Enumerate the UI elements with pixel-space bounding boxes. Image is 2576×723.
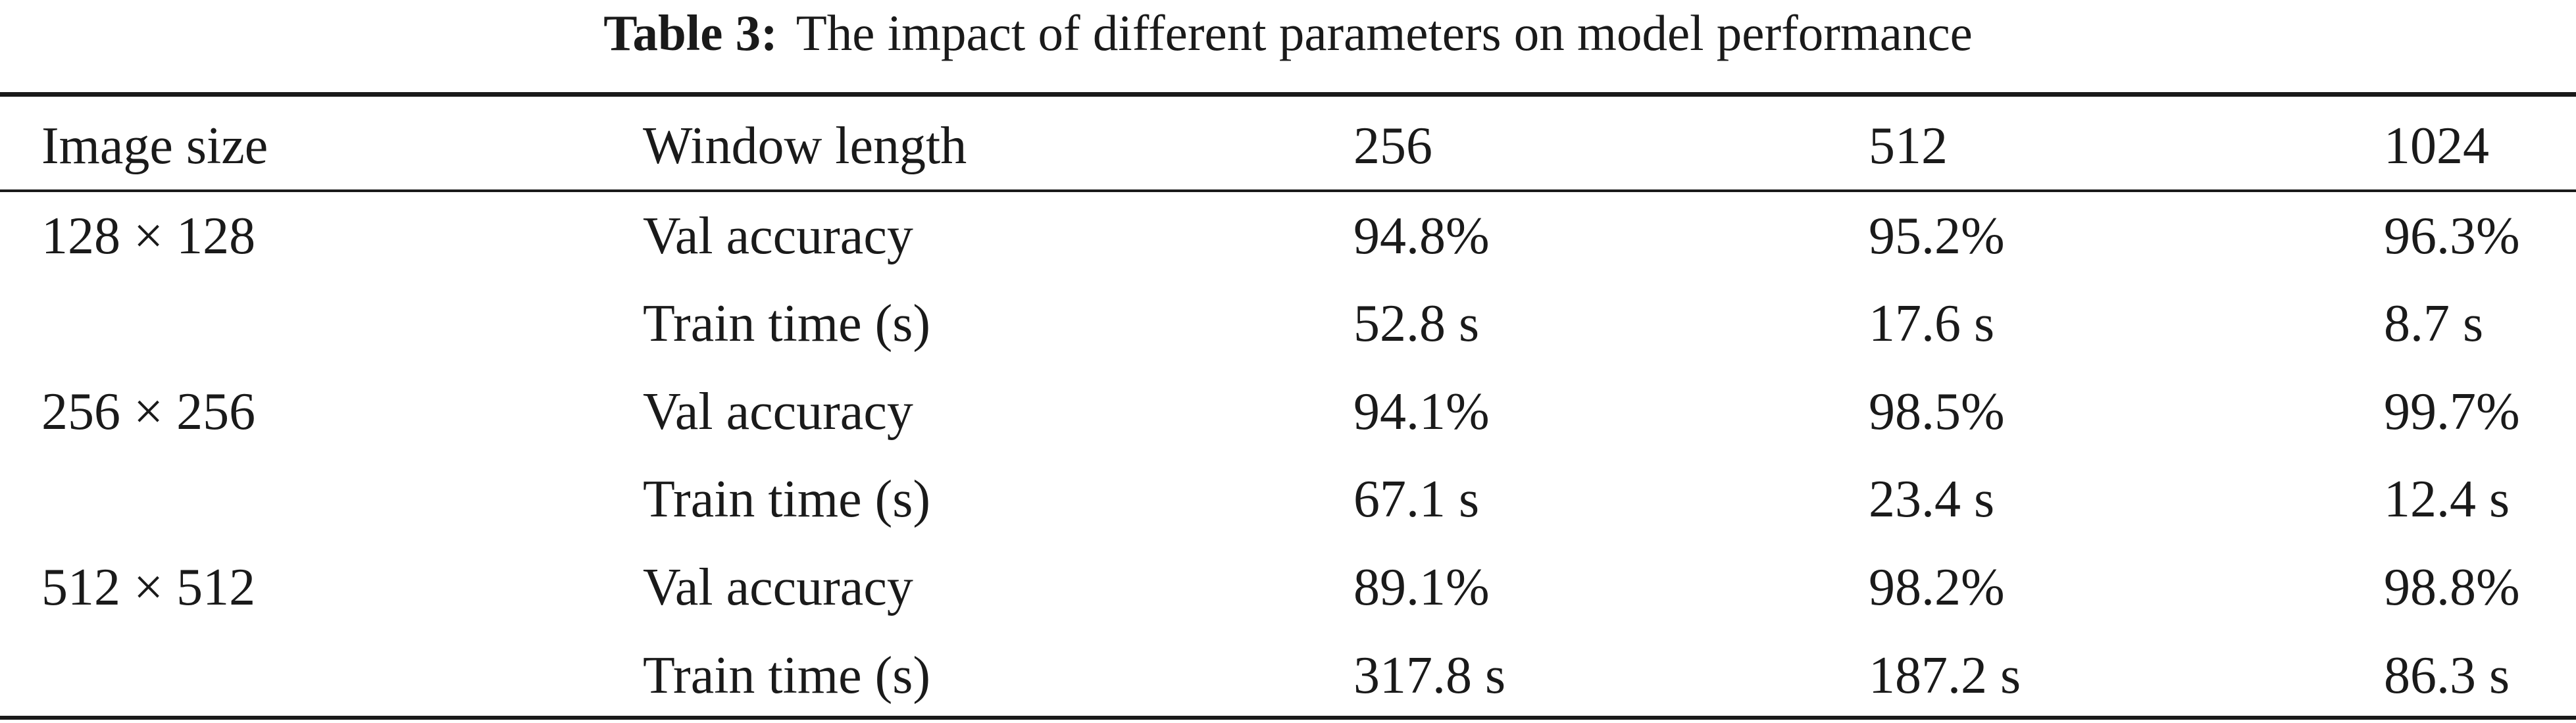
cell-512: 98.5% — [1869, 383, 2005, 441]
header-1024: 1024 — [2384, 117, 2489, 175]
table-bottom-rule — [0, 716, 2576, 720]
cell-256: 317.8 s — [1353, 647, 1506, 705]
header-512: 512 — [1869, 117, 1948, 175]
cell-512: 98.2% — [1869, 559, 2005, 616]
cell-1024: 8.7 s — [2384, 295, 2484, 353]
cell-image-size: 128 × 128 — [41, 207, 256, 265]
cell-512: 187.2 s — [1869, 647, 2021, 705]
cell-256: 94.1% — [1353, 383, 1490, 441]
cell-1024: 98.8% — [2384, 559, 2520, 616]
cell-256: 67.1 s — [1353, 470, 1480, 528]
table-header-rule — [0, 189, 2576, 192]
cell-512: 23.4 s — [1869, 470, 1995, 528]
cell-256: 89.1% — [1353, 559, 1490, 616]
cell-metric: Train time (s) — [643, 295, 931, 353]
cell-metric: Train time (s) — [643, 470, 931, 528]
cell-256: 52.8 s — [1353, 295, 1480, 353]
cell-512: 17.6 s — [1869, 295, 1995, 353]
cell-metric: Val accuracy — [643, 207, 913, 265]
table-caption-label: Table 3: — [603, 5, 778, 61]
header-256: 256 — [1353, 117, 1432, 175]
cell-metric: Train time (s) — [643, 647, 931, 705]
table-caption-text: The impact of different parameters on mo… — [796, 5, 1973, 61]
cell-image-size: 256 × 256 — [41, 383, 256, 441]
header-window-length: Window length — [643, 117, 967, 175]
cell-1024: 99.7% — [2384, 383, 2520, 441]
cell-1024: 86.3 s — [2384, 647, 2510, 705]
table-caption: Table 3: The impact of different paramete… — [0, 0, 2576, 74]
cell-512: 95.2% — [1869, 207, 2005, 265]
cell-1024: 12.4 s — [2384, 470, 2510, 528]
cell-metric: Val accuracy — [643, 559, 913, 616]
cell-metric: Val accuracy — [643, 383, 913, 441]
header-image-size: Image size — [41, 117, 268, 175]
cell-256: 94.8% — [1353, 207, 1490, 265]
table-top-rule — [0, 92, 2576, 97]
cell-1024: 96.3% — [2384, 207, 2520, 265]
cell-image-size: 512 × 512 — [41, 559, 256, 616]
